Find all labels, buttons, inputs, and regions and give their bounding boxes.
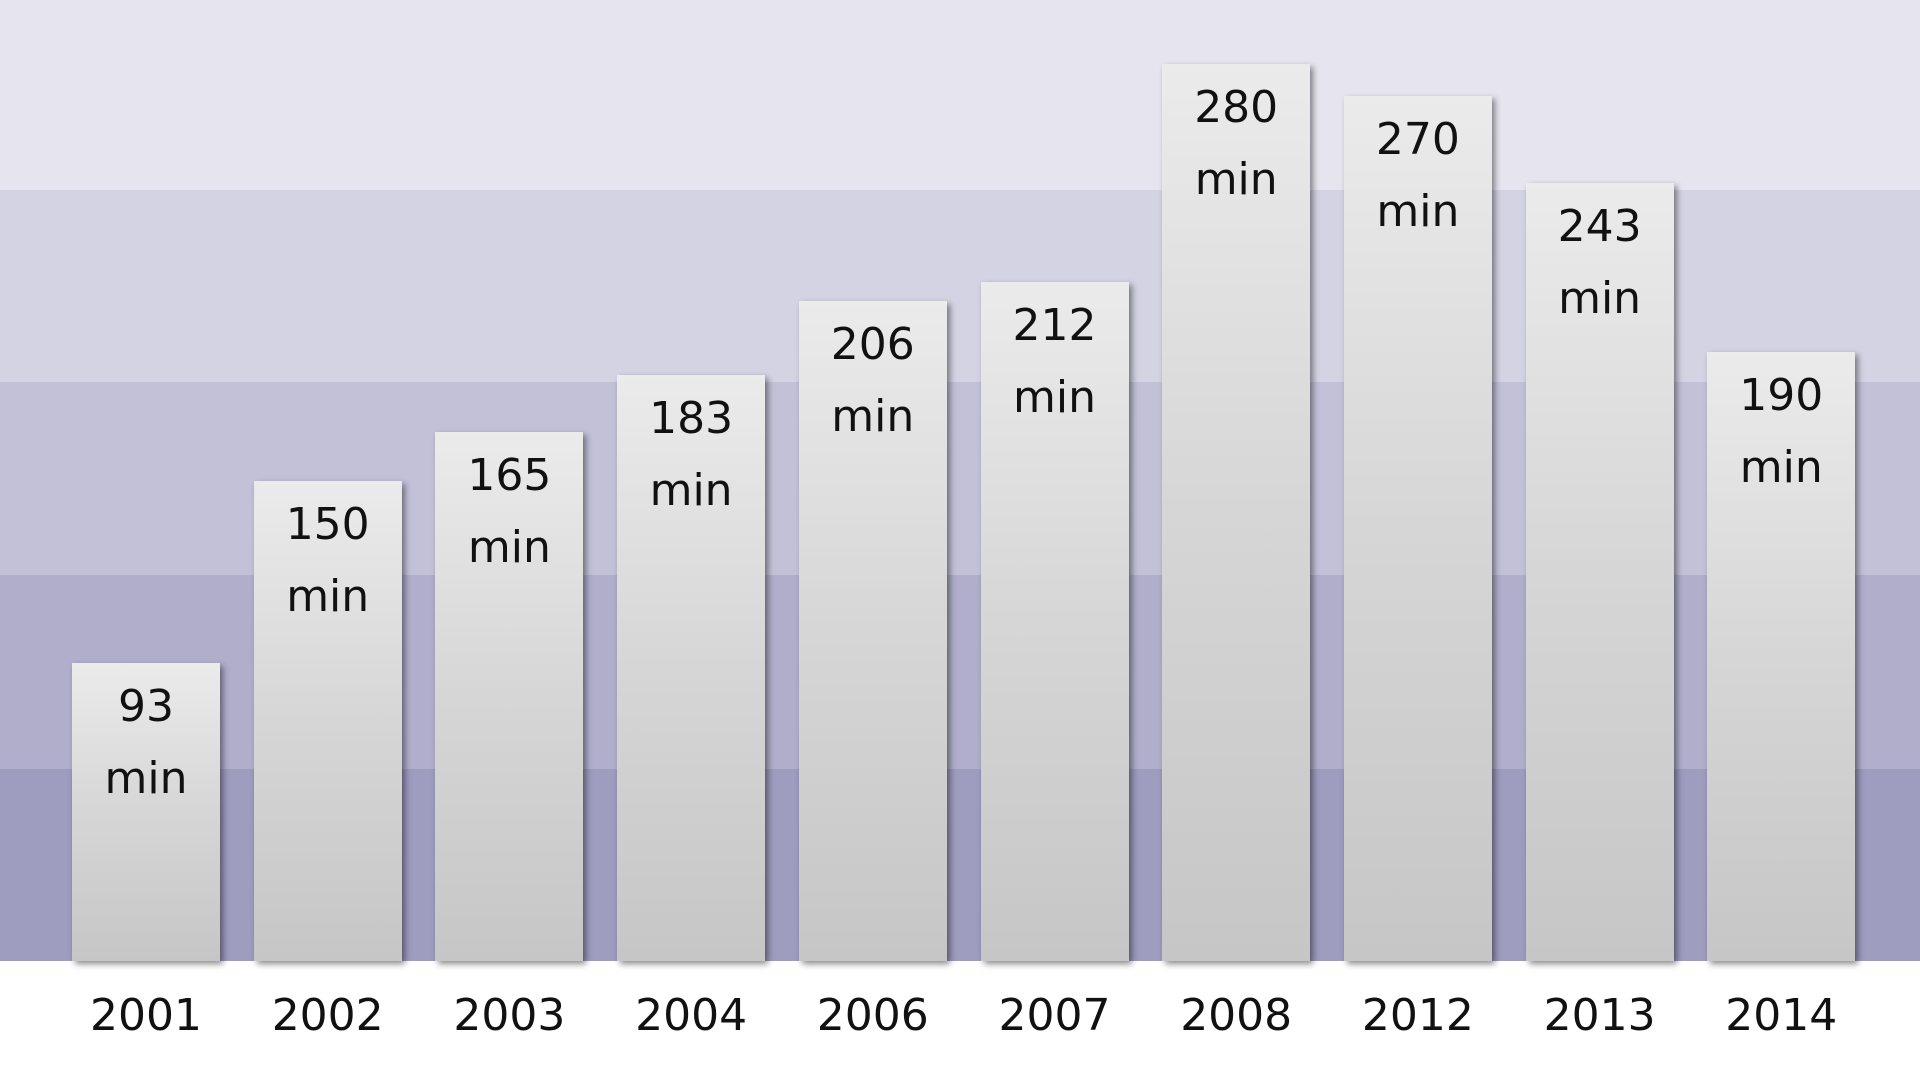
bar: 280 min — [1162, 64, 1311, 961]
value-label: 150 min — [285, 498, 370, 622]
background-band — [0, 0, 1920, 190]
x-tick-label: 2014 — [1725, 990, 1838, 1041]
x-tick-label: 2007 — [998, 990, 1111, 1041]
x-tick-label: 2013 — [1543, 990, 1656, 1041]
value-label: 212 min — [1012, 299, 1097, 423]
value-label: 165 min — [467, 450, 552, 574]
x-tick-label: 2012 — [1361, 990, 1474, 1041]
bar: 190 min — [1707, 352, 1856, 961]
bar: 183 min — [617, 374, 766, 961]
value-label: 280 min — [1194, 82, 1279, 206]
bar: 243 min — [1525, 182, 1674, 961]
value-label: 183 min — [649, 392, 734, 516]
bar: 165 min — [435, 432, 584, 961]
bar: 212 min — [980, 281, 1129, 961]
x-tick-label: 2006 — [816, 990, 929, 1041]
value-label: 206 min — [830, 319, 915, 443]
x-tick-label: 2004 — [635, 990, 748, 1041]
value-label: 243 min — [1557, 200, 1642, 324]
value-label: 270 min — [1375, 114, 1460, 238]
value-label: 190 min — [1739, 370, 1824, 494]
x-tick-label: 2003 — [453, 990, 566, 1041]
x-tick-label: 2001 — [90, 990, 202, 1041]
value-label: 93 min — [104, 681, 188, 805]
x-tick-label: 2002 — [271, 990, 384, 1041]
bar: 93 min — [72, 663, 220, 961]
bar: 206 min — [798, 301, 947, 961]
bar: 150 min — [253, 480, 402, 961]
x-tick-label: 2008 — [1180, 990, 1293, 1041]
bar: 270 min — [1343, 96, 1492, 961]
